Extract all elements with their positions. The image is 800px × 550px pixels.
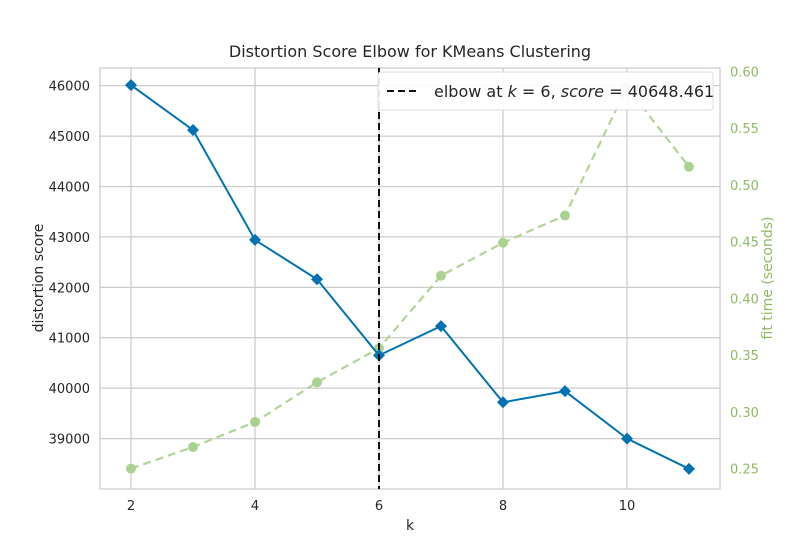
distortion-point xyxy=(187,124,199,137)
y-tick-label: 43000 xyxy=(49,231,90,246)
distortion-line xyxy=(130,84,690,470)
y-tick-label: 41000 xyxy=(49,332,90,347)
series-layer xyxy=(125,68,695,489)
y-tick-label: 42000 xyxy=(49,281,90,296)
distortion-point xyxy=(621,432,633,445)
y2-tick-label: 0.50 xyxy=(730,179,759,194)
y2-tick-label: 0.60 xyxy=(730,65,759,80)
grid-lines xyxy=(100,68,720,489)
distortion-point xyxy=(249,233,261,246)
y-tick-label: 44000 xyxy=(49,180,90,195)
legend-k-var: k xyxy=(508,82,518,101)
legend-k-value: = 6, xyxy=(517,82,561,101)
plot-frame xyxy=(99,67,721,490)
fit-time-point xyxy=(312,377,322,388)
y-tick-label: 39000 xyxy=(49,433,90,448)
legend-box xyxy=(377,71,714,111)
legend-score-value: = 40648.461 xyxy=(604,82,714,101)
distortion-point xyxy=(311,273,323,286)
distortion-point xyxy=(683,462,695,475)
x-tick-label: 10 xyxy=(619,499,636,514)
x-tick-label: 4 xyxy=(251,499,259,514)
fit-time-point xyxy=(188,442,198,453)
fit-time-point xyxy=(250,417,260,428)
distortion-point xyxy=(435,320,447,333)
x-axis-label: k xyxy=(406,518,415,534)
distortion-point xyxy=(125,79,137,92)
plot-area xyxy=(100,68,720,489)
chart-title: Distortion Score Elbow for KMeans Cluste… xyxy=(229,42,591,61)
fit-time-point xyxy=(126,463,136,474)
y-axis-label: distortion score xyxy=(31,224,47,333)
y2-tick-label: 0.35 xyxy=(730,349,759,364)
distortion-point xyxy=(497,396,509,409)
y2-tick-label: 0.40 xyxy=(730,292,759,307)
fit-time-point xyxy=(498,237,508,248)
fit-time-point xyxy=(436,270,446,281)
legend-elbow-label: elbow at k = 6, score = 40648.461 xyxy=(434,82,714,101)
fit-time-point xyxy=(684,161,694,172)
y2-tick-label: 0.55 xyxy=(730,122,759,137)
legend-prefix: elbow at xyxy=(434,82,508,101)
y-tick-label: 40000 xyxy=(49,382,90,397)
y-tick-label: 46000 xyxy=(49,80,90,95)
y2-tick-label: 0.25 xyxy=(730,463,759,478)
legend-score-var: score xyxy=(561,82,605,101)
x-tick-label: 8 xyxy=(499,499,507,514)
distortion-point xyxy=(559,385,571,398)
legend: elbow at k = 6, score = 40648.461 xyxy=(377,71,714,111)
tick-labels: 2 4 6 8 10 39000 40000 41000 42000 43000 44000 4500… xyxy=(49,65,759,514)
y2-axis-label: fit time (seconds) xyxy=(760,217,776,340)
x-tick-label: 6 xyxy=(375,499,383,514)
y-tick-label: 45000 xyxy=(49,130,90,145)
x-tick-label: 2 xyxy=(127,499,135,514)
fit-time-point xyxy=(560,210,570,221)
y2-tick-label: 0.45 xyxy=(730,236,759,251)
y2-tick-label: 0.30 xyxy=(730,406,759,421)
